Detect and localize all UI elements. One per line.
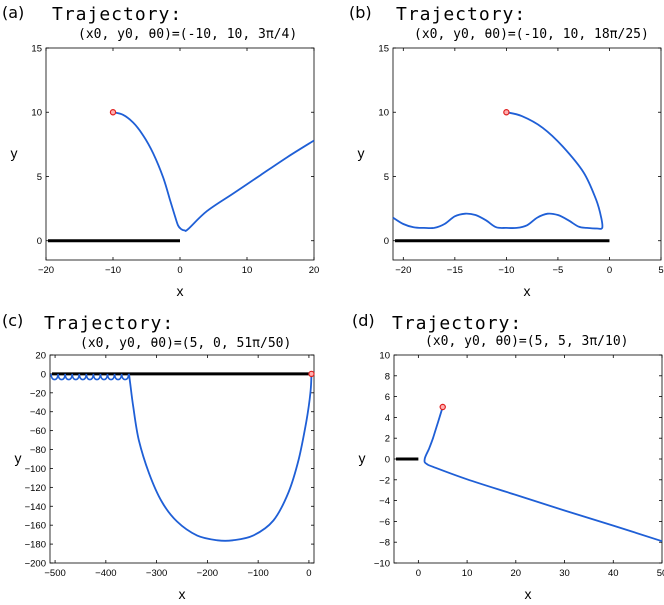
start-point-marker xyxy=(109,109,117,116)
y-tick-label: −160 xyxy=(25,521,46,532)
y-tick-label: 0 xyxy=(384,236,389,247)
x-tick-label: −100 xyxy=(247,568,268,579)
x-axis-label: x xyxy=(179,586,186,602)
y-tick-label: 0 xyxy=(37,236,42,247)
x-tick-label: −20 xyxy=(395,265,411,276)
chart-subtitle: (x0, y0, θ0)=(-10, 10, 18π/25) xyxy=(414,27,649,42)
y-tick-label: 0 xyxy=(385,455,390,466)
x-tick-label: −10 xyxy=(105,265,121,276)
panel-b: (b) Trajectory: (x0, y0, θ0)=(-10, 10, 18π… xyxy=(349,3,664,299)
start-point-marker xyxy=(503,109,510,116)
panel-a: (a) Trajectory: (x0, y0, θ0)=(-10, 10, 3π/… xyxy=(2,3,319,299)
y-tick-label: 8 xyxy=(385,371,390,382)
trajectory-loops xyxy=(50,373,130,381)
chart-title: Trajectory: xyxy=(396,4,526,25)
x-tick-label: 20 xyxy=(309,265,320,276)
x-tick-label: 30 xyxy=(559,568,570,579)
panel-c: (c) Trajectory: (x0, y0, θ0)=(5, 0, 51π/50… xyxy=(2,311,315,602)
trajectory-line xyxy=(392,111,604,230)
chart-title: Trajectory: xyxy=(52,4,182,25)
trajectory-line xyxy=(423,406,663,543)
y-axis-label: y xyxy=(11,145,18,161)
plot-frame xyxy=(392,47,662,261)
y-tick-label: −100 xyxy=(25,464,46,475)
x-tick-label: −5 xyxy=(553,265,564,276)
trajectory-line xyxy=(112,111,315,232)
y-tick-label: 10 xyxy=(379,351,390,362)
x-tick-label: 0 xyxy=(177,265,182,276)
x-tick-label: −20 xyxy=(38,265,54,276)
x-tick-label: 0 xyxy=(416,568,421,579)
plot-frame xyxy=(393,354,663,564)
x-tick-label: −500 xyxy=(44,568,65,579)
y-tick-label: 0 xyxy=(41,369,46,380)
panel-d: (d) Trajectory:(x0, y0, θ0)=(5, 5, 3π/10)… xyxy=(352,311,664,602)
x-tick-label: −300 xyxy=(146,568,167,579)
y-axis-label: y xyxy=(358,145,365,161)
y-tick-label: 5 xyxy=(37,172,42,183)
x-axis-label: x xyxy=(177,283,184,299)
x-tick-label: −200 xyxy=(197,568,218,579)
panel-label: (c) xyxy=(2,311,23,330)
y-tick-label: 5 xyxy=(384,172,389,183)
chart-subtitle: (x0, y0, θ0)=(5, 0, 51π/50) xyxy=(80,336,291,351)
y-tick-label: 20 xyxy=(35,351,46,362)
x-tick-label: 10 xyxy=(462,568,473,579)
y-tick-label: −200 xyxy=(25,559,46,570)
y-tick-label: 2 xyxy=(385,434,390,445)
panel-label: (d) xyxy=(352,311,375,330)
plot-frame xyxy=(49,354,315,564)
x-tick-label: −400 xyxy=(95,568,116,579)
panel-label: (b) xyxy=(349,3,372,22)
y-axis-label: y xyxy=(15,450,22,466)
y-tick-label: −180 xyxy=(25,540,46,551)
y-tick-label: −6 xyxy=(379,517,390,528)
x-tick-label: −15 xyxy=(447,265,463,276)
x-tick-label: 10 xyxy=(242,265,253,276)
x-axis-label: x xyxy=(524,283,531,299)
y-tick-label: 4 xyxy=(385,413,390,424)
y-tick-label: −8 xyxy=(379,538,390,549)
x-axis-label: x xyxy=(525,586,532,602)
y-tick-label: −2 xyxy=(379,475,390,486)
y-tick-label: 6 xyxy=(385,392,390,403)
y-tick-label: −4 xyxy=(379,496,390,507)
y-tick-label: −60 xyxy=(30,426,46,437)
y-tick-label: 10 xyxy=(31,108,42,119)
x-tick-label: 5 xyxy=(658,265,663,276)
y-tick-label: −80 xyxy=(30,445,46,456)
chart-title: Trajectory: xyxy=(392,313,522,334)
y-tick-label: −40 xyxy=(30,407,46,418)
trajectory-line xyxy=(127,373,313,542)
y-tick-label: −10 xyxy=(374,559,390,570)
x-tick-label: 0 xyxy=(306,568,311,579)
y-tick-label: −20 xyxy=(30,388,46,399)
chart-title: Trajectory: xyxy=(44,313,174,334)
x-tick-label: 20 xyxy=(511,568,522,579)
x-tick-label: 0 xyxy=(607,265,612,276)
x-tick-label: 50 xyxy=(657,568,664,579)
y-tick-label: 15 xyxy=(378,44,389,55)
start-point-marker xyxy=(439,403,446,411)
y-tick-label: 15 xyxy=(31,44,42,55)
start-point-marker xyxy=(308,370,315,378)
y-axis-label: y xyxy=(359,450,366,466)
x-tick-label: 40 xyxy=(608,568,619,579)
chart-subtitle: (x0, y0, θ0)=(5, 5, 3π/10) xyxy=(425,334,629,349)
y-tick-label: 10 xyxy=(378,108,389,119)
x-tick-label: −10 xyxy=(498,265,514,276)
panel-label: (a) xyxy=(2,3,24,22)
chart-subtitle: (x0, y0, θ0)=(-10, 10, 3π/4) xyxy=(78,27,297,42)
y-tick-label: −140 xyxy=(25,502,46,513)
y-tick-label: −120 xyxy=(25,483,46,494)
